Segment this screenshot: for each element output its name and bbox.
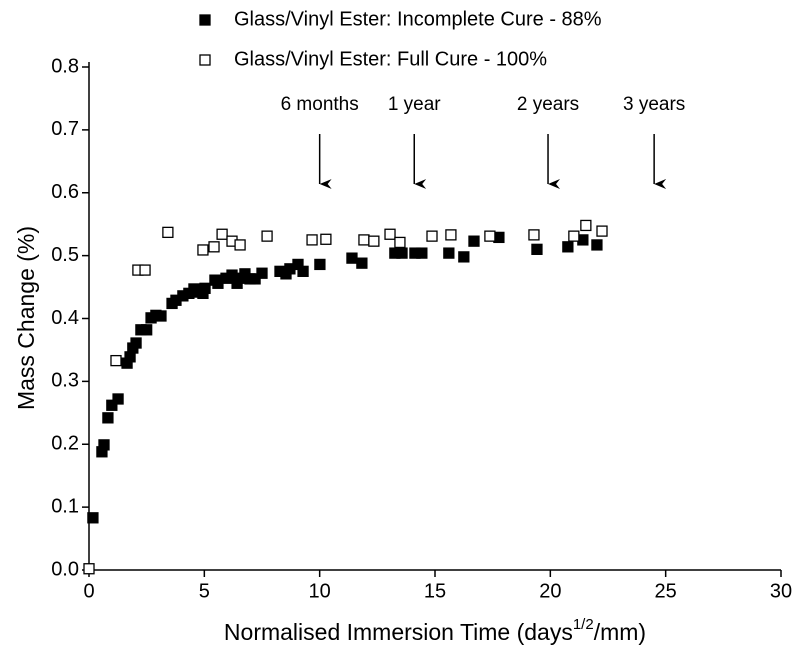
point — [368, 235, 380, 247]
point — [162, 226, 174, 239]
annotation: 1 year — [388, 94, 441, 115]
point — [591, 239, 603, 251]
y-tick-label: 0.2 — [51, 433, 79, 455]
point — [528, 229, 540, 241]
x-axis-title: Normalised Immersion Time (days1/2/mm) — [224, 616, 646, 645]
point — [234, 239, 246, 251]
annotation: 6 months — [281, 94, 359, 115]
y-tick-label: 0.3 — [51, 370, 79, 392]
y-tick-label: 0.5 — [51, 244, 79, 266]
x-tick-label: 5 — [199, 580, 210, 602]
point — [445, 229, 457, 241]
x-axis-title-end: /mm) — [594, 619, 646, 645]
point — [208, 241, 220, 253]
point — [106, 399, 118, 411]
legend-label: Glass/Vinyl Ester: Full Cure - 100% — [234, 48, 547, 70]
x-tick-label: 30 — [770, 580, 792, 602]
point — [297, 265, 309, 277]
point — [141, 324, 153, 336]
point — [112, 393, 124, 405]
point — [110, 354, 122, 367]
x-tick-label: 0 — [83, 580, 94, 602]
x-tick-label: 20 — [539, 580, 561, 602]
point — [396, 247, 408, 259]
y-tick-label: 0.1 — [51, 495, 79, 517]
point — [306, 234, 318, 246]
point — [139, 264, 151, 276]
y-tick-label: 0.7 — [51, 118, 79, 140]
annotation: 2 years — [517, 94, 579, 115]
point — [394, 236, 406, 249]
point — [356, 257, 368, 269]
y-tick-label: 0.8 — [51, 55, 79, 77]
point — [562, 241, 574, 253]
point — [426, 230, 438, 242]
point — [197, 244, 209, 256]
x-tick-label: 10 — [309, 580, 331, 602]
point — [261, 230, 273, 242]
point — [580, 219, 592, 232]
point — [484, 230, 496, 242]
y-axis-title: Mass Change (%) — [13, 226, 39, 410]
point — [596, 225, 608, 237]
point — [155, 310, 167, 322]
legend-marker — [199, 54, 211, 66]
point — [130, 337, 142, 349]
point — [568, 230, 580, 242]
annotation: 3 years — [623, 94, 685, 115]
point — [358, 234, 370, 246]
point — [83, 563, 95, 575]
y-tick-label: 0.6 — [51, 181, 79, 203]
point — [531, 243, 543, 255]
point — [346, 252, 358, 264]
point — [216, 228, 228, 240]
point — [416, 247, 428, 259]
legend-marker — [199, 14, 211, 26]
x-tick-label: 15 — [424, 580, 446, 602]
legend-label: Glass/Vinyl Ester: Incomplete Cure - 88% — [234, 8, 602, 30]
point — [458, 251, 470, 263]
point — [384, 228, 396, 240]
point — [87, 512, 99, 524]
y-tick-label: 0.4 — [51, 307, 79, 329]
y-tick-label: 0.0 — [51, 558, 79, 580]
point — [256, 267, 268, 279]
x-axis-title-sup: 1/2 — [573, 616, 594, 633]
point — [199, 282, 211, 294]
point — [314, 258, 326, 271]
point — [102, 412, 114, 424]
point — [468, 235, 480, 247]
x-tick-label: 25 — [655, 580, 677, 602]
x-axis-title-main: Normalised Immersion Time (days — [224, 619, 573, 645]
point — [320, 233, 332, 245]
point — [249, 273, 261, 285]
point — [443, 247, 455, 259]
point — [98, 439, 110, 451]
